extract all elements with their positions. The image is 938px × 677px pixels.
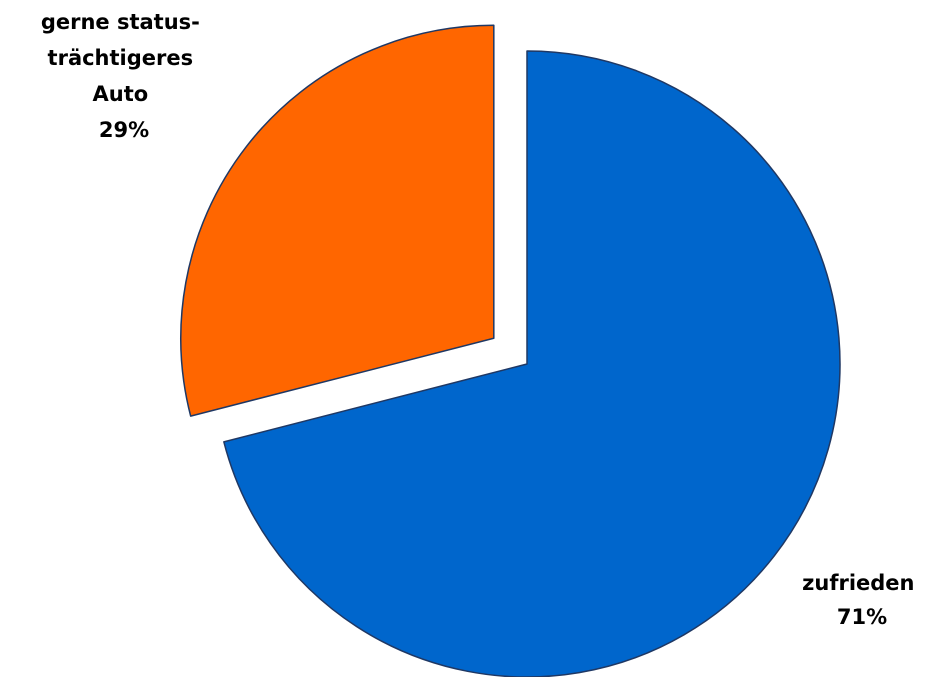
slice-statustraechtigeres-auto — [180, 24, 495, 417]
slice-zufrieden — [223, 50, 841, 677]
label-auto-line-1: gerne status- — [41, 10, 200, 34]
label-auto-line-3: Auto — [93, 82, 149, 106]
label-auto-value: 29% — [99, 118, 149, 142]
label-zufrieden-value: 71% — [837, 605, 887, 629]
label-zufrieden: zufrieden 71% — [802, 571, 922, 629]
label-zufrieden-line-1: zufrieden — [802, 571, 914, 595]
label-auto-line-2: trächtigeres — [48, 46, 194, 70]
label-statustraechtigeres-auto: gerne status- trächtigeres Auto 29% — [41, 10, 207, 142]
